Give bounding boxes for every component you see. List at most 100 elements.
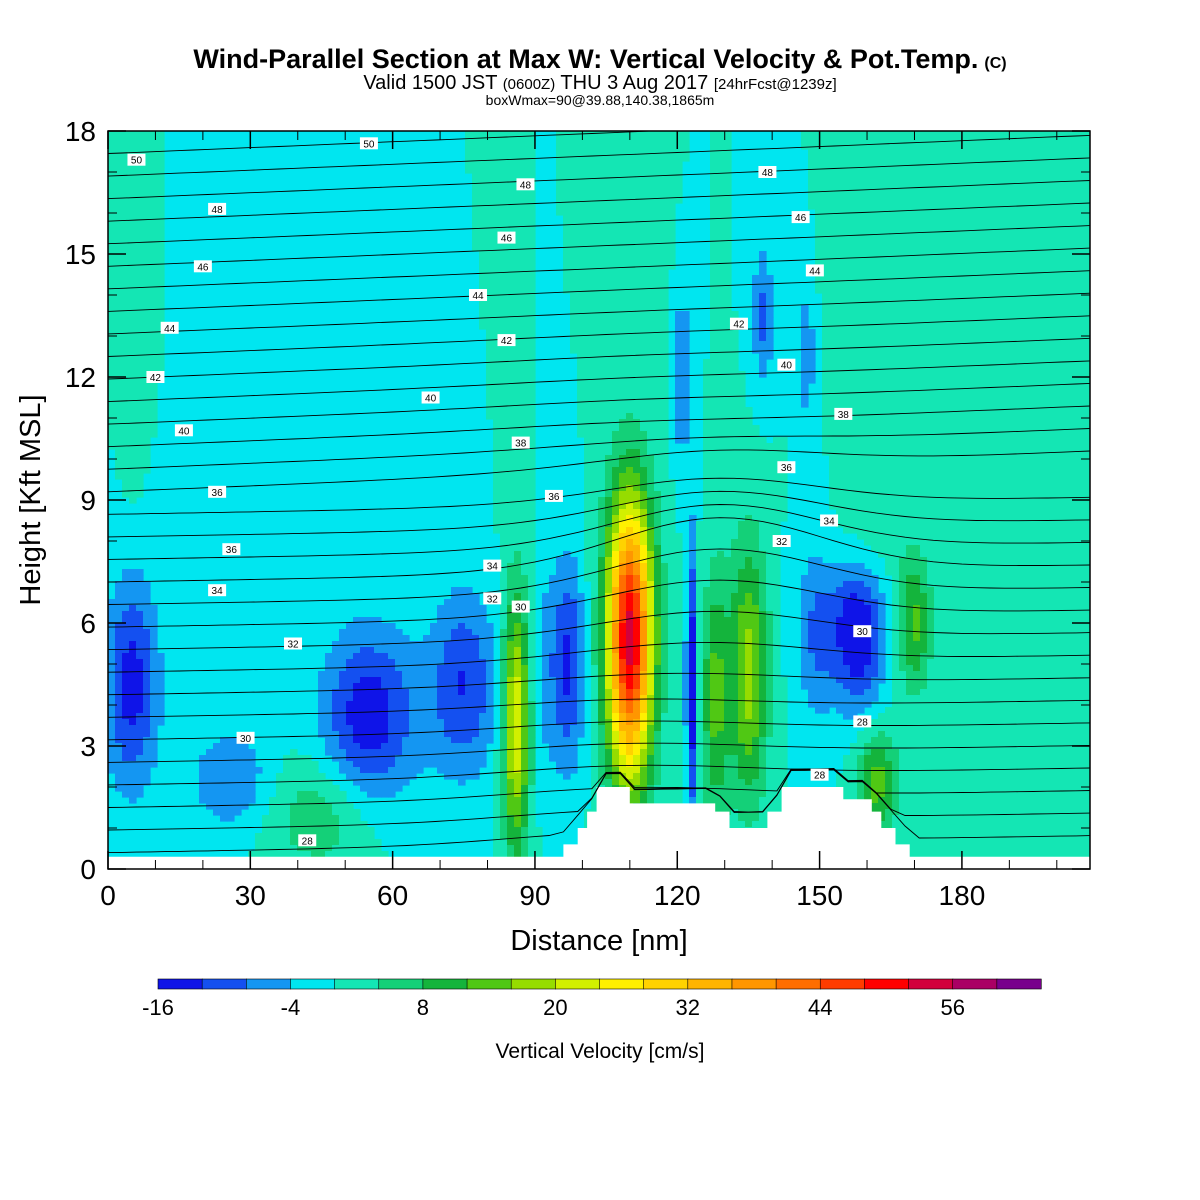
- x-tick-label: 30: [235, 880, 266, 911]
- y-tick-label: 15: [65, 239, 96, 270]
- theta-label-text: 36: [781, 463, 793, 474]
- box-info: boxWmax=90@39.88,140.38,1865m: [485, 92, 715, 108]
- theta-label: 46: [193, 260, 212, 273]
- theta-isentrope: [108, 698, 1090, 718]
- colorbar-swatch: [864, 978, 910, 990]
- theta-label: 36: [777, 461, 796, 474]
- theta-isentrope: [108, 517, 1090, 583]
- theta-label-text: 50: [131, 156, 143, 167]
- terrain: [108, 787, 1090, 869]
- theta-label: 36: [222, 543, 241, 556]
- theta-isentrope: [108, 360, 1090, 403]
- theta-label: 28: [810, 768, 829, 782]
- valid-time-line: Valid 1500 JST (0600Z) THU 3 Aug 2017 [2…: [0, 72, 1200, 95]
- colorbar-swatch: [908, 978, 954, 990]
- colorbar-swatch: [201, 978, 247, 990]
- theta-label: 38: [834, 407, 853, 421]
- x-tick-label: 0: [100, 880, 116, 911]
- theta-label: 48: [208, 202, 227, 216]
- colorbar-swatch: [246, 978, 292, 990]
- theta-label: 32: [772, 535, 791, 548]
- colorbar-swatch: [775, 978, 821, 990]
- theta-label-text: 32: [776, 537, 788, 548]
- theta-isentrope: [108, 672, 1090, 696]
- x-axis-label: Distance [nm]: [510, 925, 687, 957]
- theta-label-text: 48: [520, 180, 532, 191]
- theta-label: 50: [359, 137, 378, 150]
- theta-label: 30: [853, 625, 872, 638]
- theta-isentrope: [108, 180, 1090, 222]
- colorbar-swatch: [952, 978, 998, 990]
- colorbar-swatch: [687, 978, 733, 990]
- theta-label: 46: [791, 211, 810, 224]
- y-tick-label: 9: [80, 485, 96, 516]
- colorbar-swatch: [731, 978, 777, 990]
- theta-label-text: 28: [857, 717, 869, 728]
- theta-label-text: 50: [363, 139, 375, 150]
- theta-label-text: 42: [150, 373, 162, 384]
- x-tick-label: 120: [654, 880, 701, 911]
- colorbar-tick-label: -16: [142, 995, 174, 1020]
- colorbar-swatch: [819, 978, 866, 990]
- theta-label: 34: [208, 584, 227, 597]
- theta-isentrope: [108, 131, 662, 154]
- colorbar-swatch: [422, 978, 468, 990]
- theta-label: 42: [497, 334, 516, 347]
- theta-isentrope: [108, 225, 1090, 267]
- theta-isentrope: [108, 477, 1090, 515]
- colorbar-tick-label: 20: [543, 995, 567, 1020]
- colorbar-swatch: [510, 978, 556, 990]
- colorbar-swatch: [378, 978, 424, 990]
- theta-isentrope: [108, 315, 1090, 357]
- colorbar-swatch: [157, 978, 203, 990]
- theta-label-text: 40: [425, 394, 437, 405]
- theta-label-text: 34: [212, 586, 224, 597]
- theta-label: 50: [127, 153, 146, 167]
- y-tick-label: 0: [80, 854, 96, 885]
- theta-label-text: 44: [164, 324, 176, 335]
- theta-isentrope: [108, 428, 1090, 470]
- theta-label-text: 34: [824, 517, 836, 528]
- theta-label-text: 40: [781, 361, 793, 372]
- theta-isentrope: [108, 405, 1090, 448]
- colorbar-swatch: [599, 978, 645, 990]
- theta-isentrope: [108, 490, 1090, 538]
- theta-label: 32: [284, 637, 303, 651]
- theta-label: 40: [174, 424, 193, 437]
- valid-utc: (0600Z): [502, 76, 556, 93]
- theta-label: 44: [805, 264, 824, 277]
- theta-label-text: 30: [857, 627, 869, 638]
- forecast-info: [24hrFcst@1239z]: [713, 76, 837, 93]
- theta-isentrope: [108, 247, 1090, 290]
- colorbar-tick-label: 44: [808, 995, 832, 1020]
- colorbar-tick-label: 56: [940, 995, 964, 1020]
- theta-isentrope: [108, 270, 1090, 312]
- theta-label-text: 46: [501, 234, 513, 245]
- y-tick-label: 3: [80, 731, 96, 762]
- theta-label: 38: [511, 436, 530, 450]
- theta-label-text: 40: [178, 426, 190, 437]
- y-tick-label: 18: [65, 116, 96, 147]
- theta-isentrope: [108, 548, 1090, 605]
- theta-label-text: 46: [795, 213, 807, 224]
- theta-contours: [108, 131, 1090, 854]
- theta-isentrope: [108, 449, 1090, 493]
- theta-label-text: 44: [472, 291, 484, 302]
- valid-prefix: Valid 1500 JST: [363, 72, 498, 94]
- theta-label-text: 36: [226, 545, 238, 556]
- theta-isentrope: [108, 641, 1090, 673]
- theta-label: 32: [483, 592, 502, 605]
- colorbar-swatch: [643, 978, 689, 990]
- theta-label-text: 46: [197, 262, 209, 273]
- theta-isentrope: [108, 504, 1090, 560]
- x-tick-label: 90: [519, 880, 550, 911]
- copyright-mark: (C): [984, 55, 1007, 72]
- theta-label-text: 48: [212, 205, 224, 216]
- colorbar-swatch: [555, 978, 601, 990]
- y-axis-label: Height [Kft MSL]: [15, 394, 47, 605]
- theta-label-text: 38: [515, 439, 527, 450]
- x-tick-label: 180: [939, 880, 986, 911]
- theta-isentrope: [108, 579, 1090, 628]
